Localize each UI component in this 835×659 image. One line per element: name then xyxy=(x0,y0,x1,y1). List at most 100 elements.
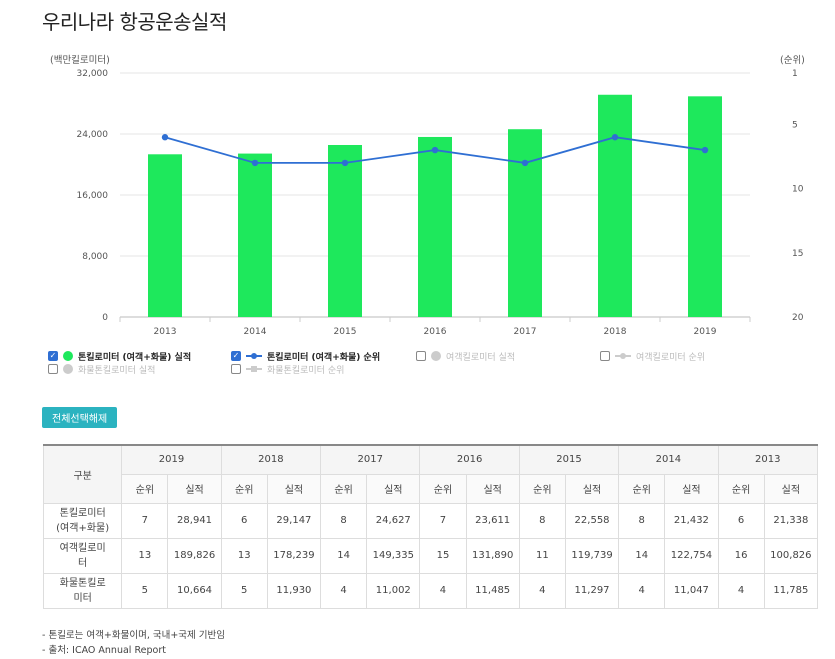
legend-line-icon xyxy=(246,364,262,374)
rank-cell: 8 xyxy=(320,502,368,539)
page-title: 우리나라 항공운송실적 xyxy=(42,10,227,34)
y2-tick-label: 20 xyxy=(792,313,804,323)
value-header: 실적 xyxy=(366,473,421,504)
footnotes: - 톤킬로는 여객+화물이며, 국내+국제 기반임 - 출처: ICAO Ann… xyxy=(42,628,225,658)
table-row: 화물톤킬로 미터 5 10,664 5 11,930 4 11,002 4 11,485 4 11,… xyxy=(42,572,819,609)
x-tick-label: 2017 xyxy=(514,327,537,337)
value-cell: 23,611 xyxy=(465,502,520,539)
value-cell: 21,432 xyxy=(664,502,719,539)
y-tick-label: 0 xyxy=(102,313,108,323)
footnote-source: - 출처: ICAO Annual Report xyxy=(42,645,166,656)
rank-cell: 7 xyxy=(419,502,467,539)
rank-cell: 8 xyxy=(618,502,666,539)
legend-line-icon xyxy=(615,351,631,361)
x-tick-label: 2014 xyxy=(244,327,267,337)
y2-tick-label: 5 xyxy=(792,120,798,130)
value-cell: 24,627 xyxy=(366,502,421,539)
y-axis-title: (백만킬로미터) xyxy=(50,55,110,66)
bar-2017 xyxy=(508,129,542,317)
legend-label: 여객킬로미터 순위 xyxy=(636,352,706,363)
rank-header: 순위 xyxy=(121,473,169,504)
legend-label: 여객킬로미터 실적 xyxy=(446,352,516,363)
rank-cell: 14 xyxy=(320,537,368,574)
value-cell: 22,558 xyxy=(564,502,620,539)
y2-tick-label: 15 xyxy=(792,249,803,259)
rank-cell: 4 xyxy=(518,572,566,609)
value-header: 실적 xyxy=(664,473,719,504)
bar-2018 xyxy=(598,94,632,317)
rank-point-2015 xyxy=(341,159,349,167)
table-row: 톤킬로미터 (여객+화물) 7 28,941 6 29,147 8 24,627 7 23,61… xyxy=(42,502,819,539)
rank-cell: 6 xyxy=(717,502,765,539)
y-tick-label: 16,000 xyxy=(77,191,109,201)
value-header: 실적 xyxy=(167,473,222,504)
rank-cell: 4 xyxy=(419,572,467,609)
legend-checkbox[interactable]: ✓ xyxy=(48,351,58,361)
legend-item[interactable]: 여객킬로미터 실적 xyxy=(416,349,515,363)
y2-tick-label: 1 xyxy=(792,69,798,79)
x-tick-label: 2018 xyxy=(604,327,627,337)
legend-item[interactable]: ✓ 톤킬로미터 (여객+화물) 실적 xyxy=(48,349,191,363)
legend-dot-icon xyxy=(431,351,441,361)
value-cell: 189,826 xyxy=(167,537,222,574)
value-cell: 29,147 xyxy=(266,502,322,539)
legend-item[interactable]: 화물톤킬로미터 순위 xyxy=(231,362,344,376)
rank-header: 순위 xyxy=(618,473,666,504)
rank-cell: 4 xyxy=(618,572,666,609)
rank-cell: 15 xyxy=(419,537,467,574)
row-label: 톤킬로미터 (여객+화물) xyxy=(42,502,123,539)
data-table: 구분 2019 2018 2017 2016 2015 2014 2013 순위 실적 순위 실적… xyxy=(42,444,819,609)
value-header: 실적 xyxy=(465,473,520,504)
value-cell: 28,941 xyxy=(167,502,222,539)
value-cell: 122,754 xyxy=(664,537,719,574)
rank-cell: 13 xyxy=(121,537,169,574)
legend-checkbox[interactable] xyxy=(416,351,426,361)
rank-point-2013 xyxy=(161,134,169,141)
row-label: 화물톤킬로 미터 xyxy=(42,572,123,609)
x-tick-label: 2019 xyxy=(694,327,717,337)
rank-cell: 5 xyxy=(220,572,268,609)
legend-line-icon xyxy=(246,351,262,361)
rank-cell: 16 xyxy=(717,537,765,574)
rank-header: 순위 xyxy=(518,473,566,504)
legend-checkbox[interactable] xyxy=(48,364,58,374)
rank-cell: 11 xyxy=(518,537,566,574)
bar-2019 xyxy=(688,96,722,317)
y-tick-label: 8,000 xyxy=(82,252,108,262)
rank-cell: 4 xyxy=(717,572,765,609)
legend-checkbox[interactable] xyxy=(600,351,610,361)
legend-item[interactable]: ✓ 톤킬로미터 (여객+화물) 순위 xyxy=(231,349,380,363)
table-row: 여객킬로미 터 13 189,826 13 178,239 14 149,335 15 131,… xyxy=(42,537,819,574)
value-cell: 11,047 xyxy=(664,572,719,609)
rank-header: 순위 xyxy=(320,473,368,504)
rank-header: 순위 xyxy=(419,473,467,504)
y-tick-label: 32,000 xyxy=(77,69,109,79)
year-header: 2019 xyxy=(121,444,222,475)
rank-cell: 14 xyxy=(618,537,666,574)
value-header: 실적 xyxy=(763,473,819,504)
rank-point-2017 xyxy=(521,159,529,167)
rank-point-2018 xyxy=(611,134,619,141)
row-label: 여객킬로미 터 xyxy=(42,537,123,574)
y2-tick-label: 10 xyxy=(792,185,804,195)
year-header: 2016 xyxy=(419,444,520,475)
legend-label: 화물톤킬로미터 순위 xyxy=(267,365,345,376)
table-corner-header: 구분 xyxy=(42,444,123,504)
legend-item[interactable]: 여객킬로미터 순위 xyxy=(600,349,705,363)
legend-dot-icon xyxy=(63,351,73,361)
rank-cell: 6 xyxy=(220,502,268,539)
value-cell: 178,239 xyxy=(266,537,322,574)
value-cell: 100,826 xyxy=(763,537,819,574)
rank-cell: 13 xyxy=(220,537,268,574)
year-header: 2015 xyxy=(518,444,620,475)
value-cell: 11,785 xyxy=(763,572,819,609)
deselect-all-button[interactable]: 전체선택해제 xyxy=(42,407,118,428)
legend-item[interactable]: 화물톤킬로미터 실적 xyxy=(48,362,155,376)
rank-cell: 7 xyxy=(121,502,169,539)
legend-checkbox[interactable] xyxy=(231,364,241,374)
legend-checkbox[interactable]: ✓ xyxy=(231,351,241,361)
value-cell: 11,485 xyxy=(465,572,520,609)
rank-point-2019 xyxy=(701,146,709,154)
value-cell: 131,890 xyxy=(465,537,520,574)
year-header: 2017 xyxy=(320,444,421,475)
